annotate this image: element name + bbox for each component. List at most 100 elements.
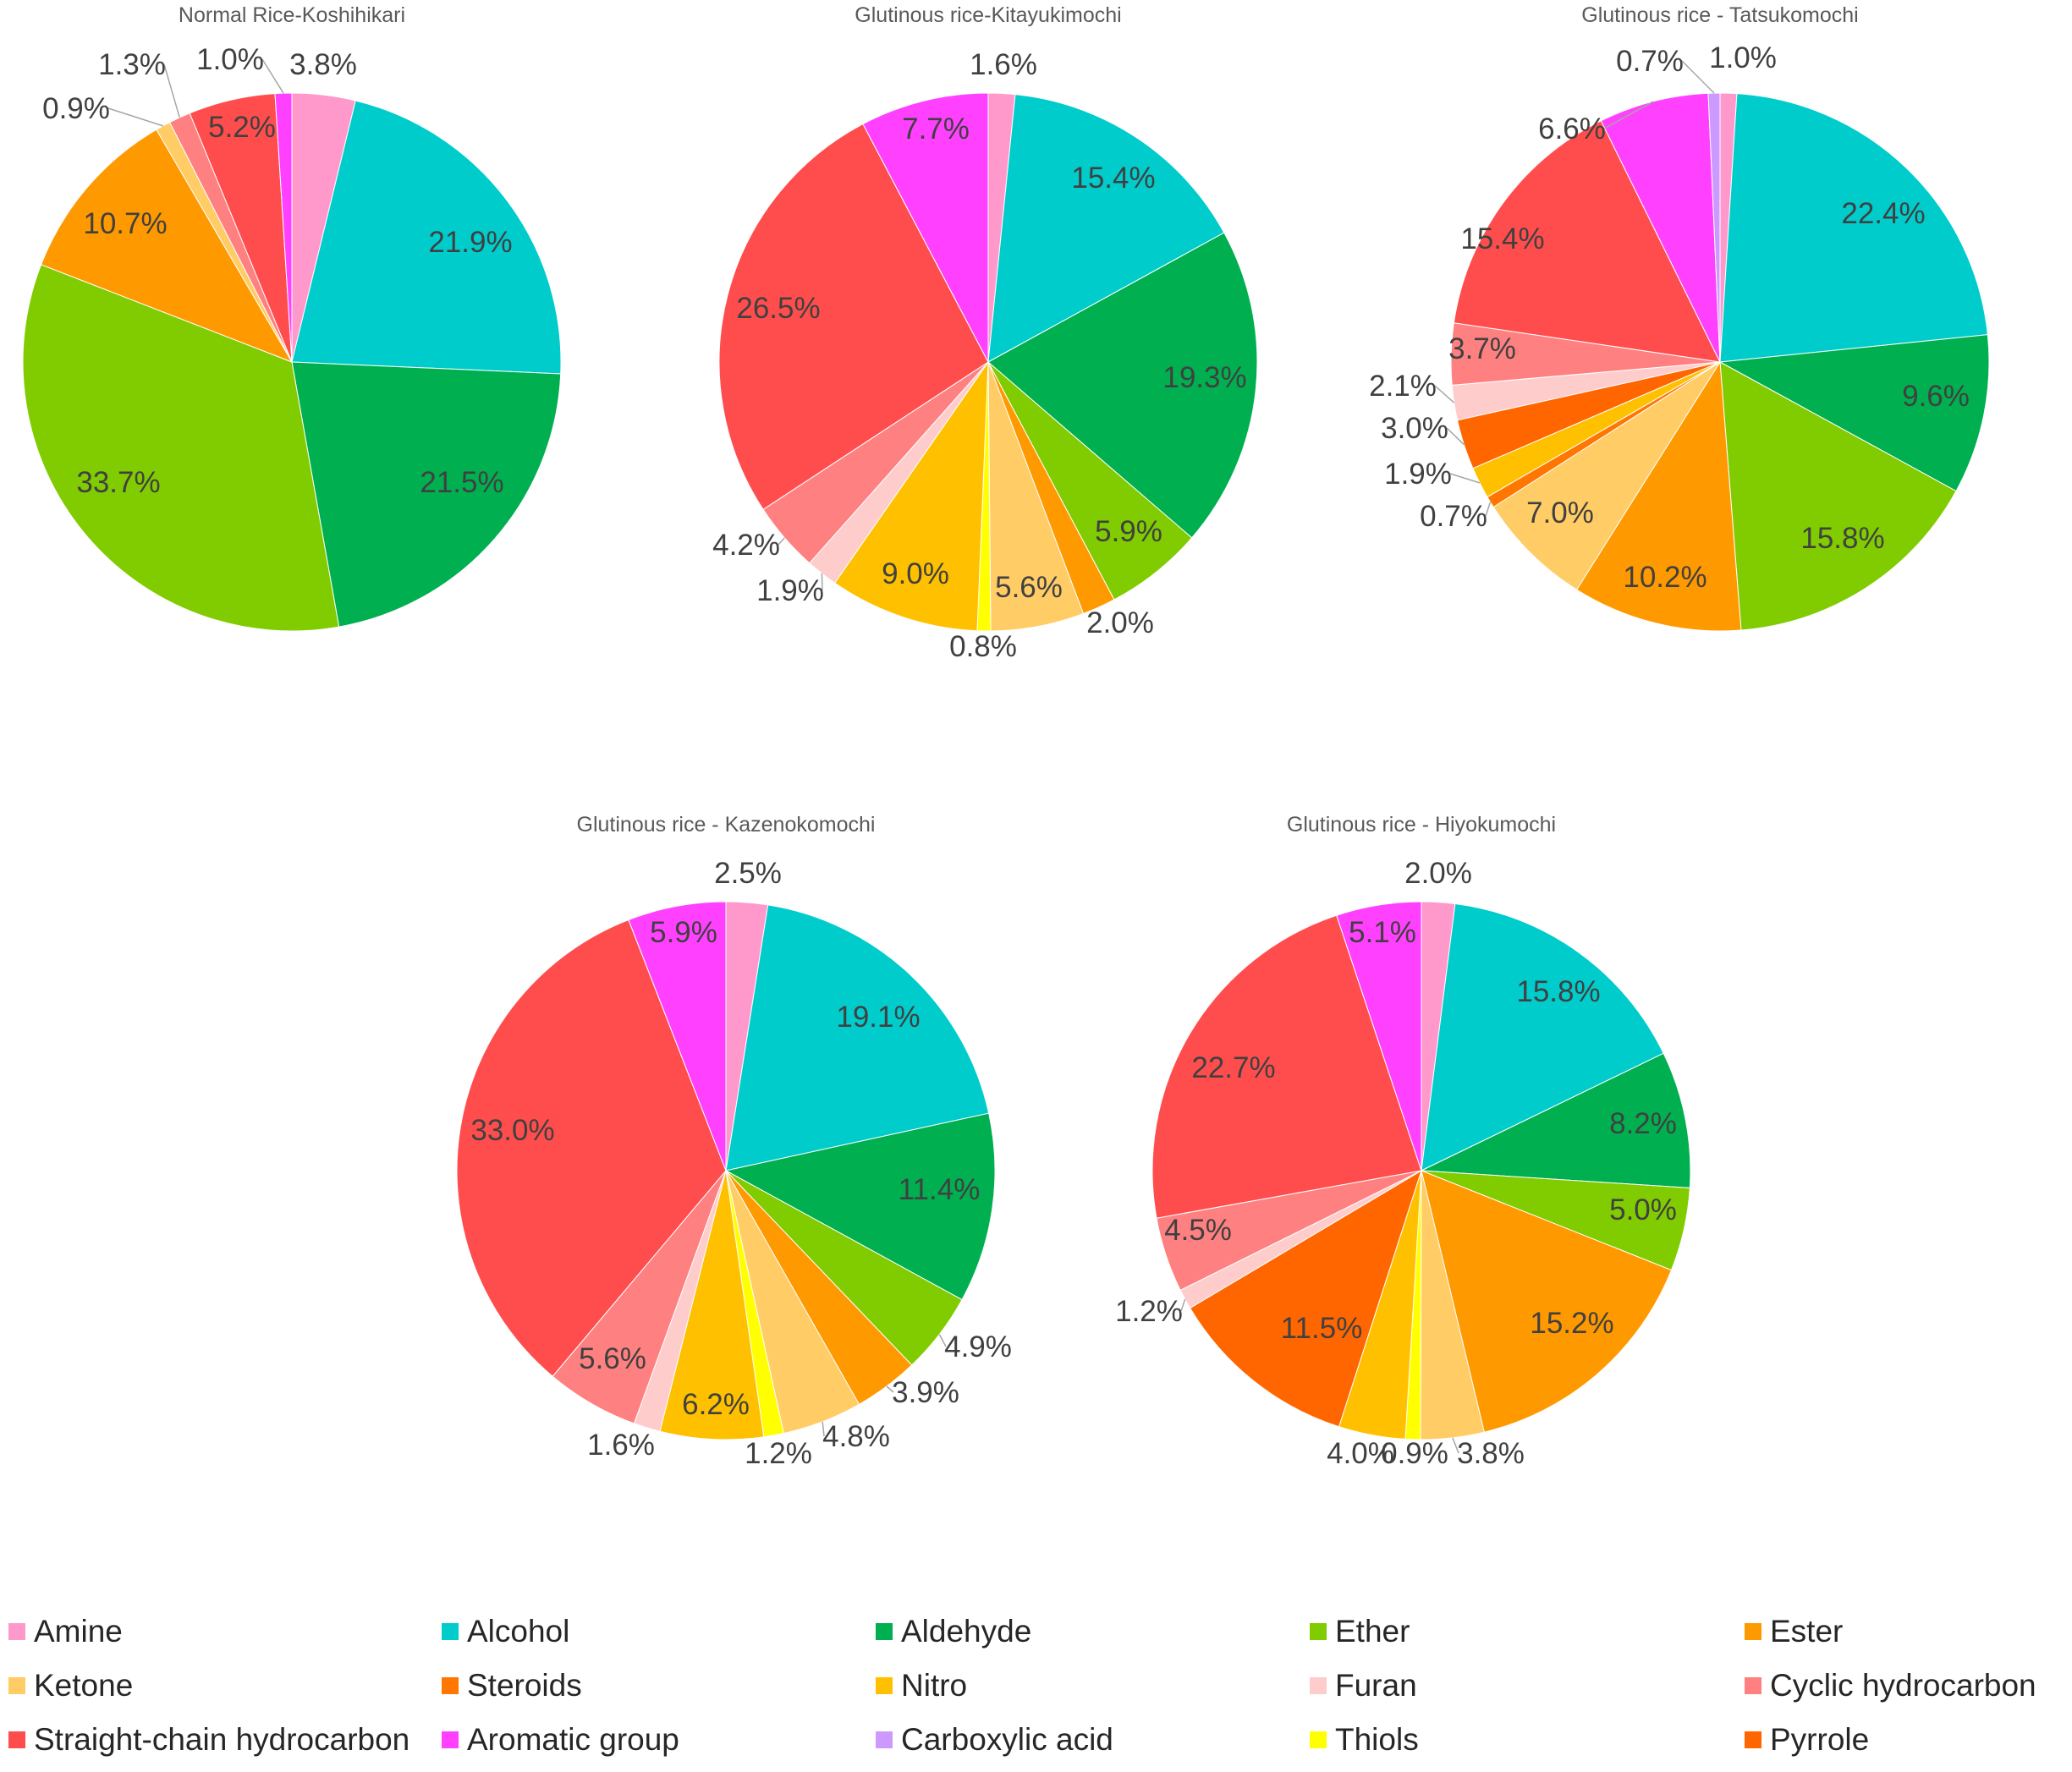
data-label: 6.6% [1538,112,1606,145]
legend-label: Furan [1335,1668,1417,1703]
pie-slice-nitro [659,1170,765,1440]
pie-slice-pyrrole [1189,1169,1422,1428]
leader-line [1681,60,1715,94]
legend-label: Ether [1335,1614,1410,1649]
pie-title: Glutinous rice - Hiyokumochi [1287,813,1556,837]
pie-slice-aldehyde [1718,334,1990,492]
legend-swatch [1745,1677,1761,1694]
data-label: 0.7% [1420,500,1487,533]
data-label: 1.0% [196,43,264,76]
data-label: 3.7% [1448,332,1516,365]
data-label: 2.0% [1404,857,1472,890]
data-label: 2.5% [714,857,782,890]
pie-title: Glutinous rice - Tatsukomochi [1581,3,1858,27]
data-label: 15.8% [1516,975,1600,1008]
pie-title: Glutinous rice - Kazenokomochi [577,813,876,837]
data-label: 4.5% [1164,1214,1232,1247]
data-label: 3.0% [1381,412,1448,445]
legend-item-pyrrole: Pyrrole [1745,1720,1869,1760]
legend-swatch [1310,1731,1327,1748]
legend-swatch [876,1677,893,1694]
legend-swatch [1310,1677,1327,1694]
legend-swatch [1310,1623,1327,1640]
pie-slice-aldehyde [291,361,562,628]
data-label: 19.1% [836,1001,920,1034]
legend-label: Cyclic hydrocarbon [1770,1668,2036,1703]
data-label: 1.9% [1384,458,1452,491]
data-label: 5.2% [208,111,276,144]
data-label: 4.0% [1327,1437,1394,1470]
pie-slice-ester [1421,1170,1673,1433]
legend-label: Ester [1770,1614,1844,1649]
legend-item-cyclic-hydrocarbon: Cyclic hydrocarbon [1745,1665,2036,1706]
data-label: 10.2% [1623,561,1707,594]
pie-glutinous-rice-kitayukimochi: Glutinous rice-Kitayukimochi 1.6% 15.4% 19.… [712,3,1258,663]
legend-item-ether: Ether [1310,1611,1410,1652]
legend-label: Pyrrole [1770,1722,1870,1757]
data-label: 5.6% [995,571,1063,604]
pie-slice-ether [1719,361,1957,631]
leader-line [1434,385,1455,403]
data-label: 1.9% [756,574,824,607]
leader-line [1485,502,1492,517]
pie-slice-ether [22,264,340,632]
legend-item-thiols: Thiols [1310,1720,1419,1760]
pie-slice-nitro [833,360,989,632]
legend-swatch [876,1623,893,1640]
data-label: 26.5% [736,292,820,325]
legend-item-nitro: Nitro [876,1665,967,1706]
pie-normal-rice-koshihikari: Normal Rice-Koshihikari 3.8% 21.9% 21.5% 33.… [22,3,562,632]
legend-label: Steroids [467,1668,582,1703]
legend-item-steroids: Steroids [442,1665,582,1706]
legend-item-aldehyde: Aldehyde [876,1611,1031,1652]
legend-label: Ketone [34,1668,134,1703]
pie-slice-straight-chain-hydrocarbon [718,123,989,511]
pie-slice-alcohol [987,94,1225,363]
data-label: 1.6% [587,1429,655,1462]
data-label: 5.9% [650,916,717,949]
leader-line [1452,1437,1459,1454]
legend-item-ester: Ester [1745,1611,1843,1652]
data-label: 15.4% [1460,222,1544,255]
pie-title: Glutinous rice-Kitayukimochi [855,3,1121,27]
pie-glutinous-rice-kazenokomochi: Glutinous rice - Kazenokomochi 2.5% 19.1% 1… [456,813,1012,1470]
pie-slice-straight-chain-hydrocarbon [456,919,727,1377]
pie-slice-aldehyde [987,232,1258,539]
data-label: 3.8% [289,48,357,81]
data-label: 21.5% [420,466,503,499]
data-label: 1.2% [1115,1295,1183,1328]
data-label: 4.2% [712,529,780,562]
data-label: 11.4% [899,1173,981,1206]
legend-item-alcohol: Alcohol [442,1611,569,1652]
data-label: 3.8% [1457,1437,1525,1470]
legend-item-amine: Amine [8,1611,123,1652]
pie-glutinous-rice-tatsukomochi: Glutinous rice - Tatsukomochi 1.0% 22.4% 9.… [1369,3,1990,632]
leader-line [886,1385,894,1393]
legend-label: Alcohol [467,1614,570,1649]
legend-label: Straight-chain hydrocarbon [34,1722,410,1757]
data-label: 0.8% [949,630,1017,663]
legend-label: Amine [34,1614,123,1649]
data-label: 10.7% [83,207,167,240]
leader-line [778,537,785,546]
data-label: 9.6% [1902,380,1970,413]
data-label: 0.7% [1616,45,1684,78]
data-label: 9.0% [882,557,949,590]
data-label: 8.2% [1609,1107,1677,1140]
legend-label: Aldehyde [901,1614,1032,1649]
legend-label: Carboxylic acid [901,1722,1113,1757]
data-label: 19.3% [1162,361,1246,394]
legend-swatch [876,1731,893,1748]
pie-title: Normal Rice-Koshihikari [179,3,405,27]
legend-swatch [1745,1623,1761,1640]
data-label: 6.2% [682,1388,750,1421]
data-label: 7.7% [902,112,970,145]
chart-legend: Amine Alcohol Aldehyde Ether Ester Ketone Ster… [0,1611,2072,1764]
leader-line [1449,473,1481,484]
data-label: 5.9% [1095,515,1162,548]
data-label: 7.0% [1526,496,1594,529]
data-label: 0.9% [1381,1437,1448,1470]
legend-item-ketone: Ketone [8,1665,133,1706]
data-label: 1.3% [98,48,166,81]
legend-swatch [8,1623,25,1640]
